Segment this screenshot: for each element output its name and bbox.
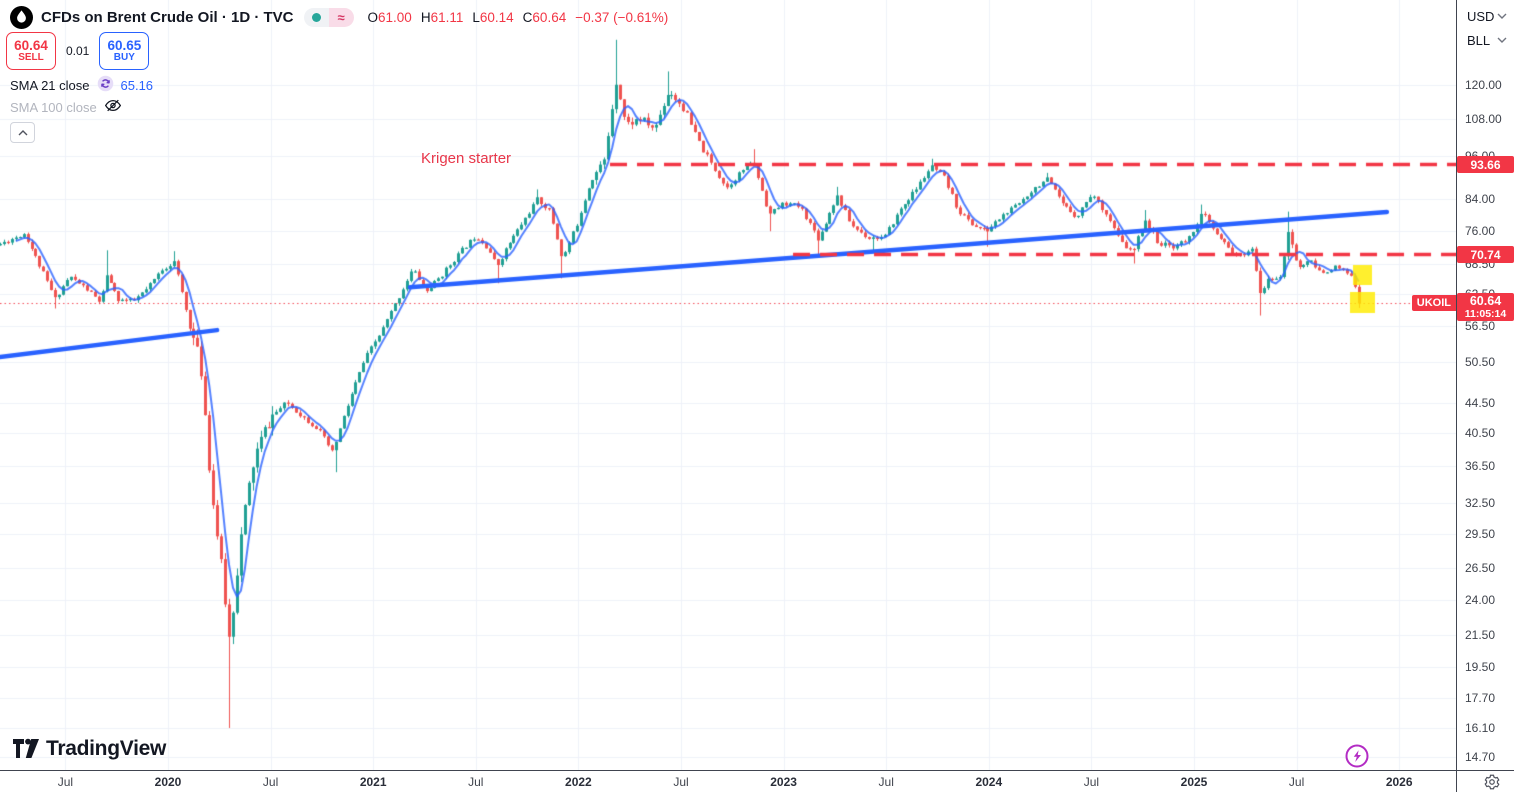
high-value: 61.11: [430, 10, 464, 25]
time-axis[interactable]: Jul 2020 Jul 2021 Jul 2022 Jul 2023 Jul 2024 Jul 20…: [0, 771, 1514, 792]
time-axis-border: [0, 770, 1514, 771]
buy-button[interactable]: 60.65 BUY: [99, 32, 150, 70]
symbol-header: CFDs on Brent Crude Oil · 1D · TVC ≈ O61…: [10, 6, 668, 29]
tradingview-logo[interactable]: TradingView: [12, 736, 166, 762]
time-tick-label: 2026: [1385, 775, 1413, 789]
price-tick-label: 21.50: [1465, 628, 1496, 643]
time-tick-label: Jul: [1288, 775, 1305, 789]
price-tick-label: 76.00: [1465, 224, 1496, 239]
time-tick-label: 2020: [154, 775, 182, 789]
annotation-text-krigen-starter[interactable]: Krigen starter: [421, 150, 512, 168]
ohlc-values: O61.00 H61.11 L60.14 C60.64 −0.37 (−0.61…: [367, 10, 669, 25]
market-status-pills[interactable]: ≈: [303, 8, 354, 27]
indicator-row-sma21[interactable]: SMA 21 close 65.16: [10, 75, 153, 95]
price-axis-border: [1456, 0, 1457, 792]
price-chart-canvas[interactable]: [0, 0, 1456, 770]
price-tick-label: 36.50: [1465, 458, 1496, 473]
bar-countdown: 11:05:14: [1464, 307, 1507, 320]
chevron-down-icon: [1497, 37, 1507, 43]
time-tick-label: Jul: [878, 775, 894, 789]
chevron-up-icon: [18, 129, 27, 135]
chart-pane: CFDs on Brent Crude Oil · 1D · TVC ≈ O61…: [0, 0, 1456, 770]
tradingview-glyph-icon: [13, 738, 39, 758]
collapse-legend-button[interactable]: [10, 122, 35, 143]
time-tick-label: 2023: [770, 775, 797, 789]
time-tick-label: 2021: [359, 775, 387, 789]
price-tick-label: 19.50: [1465, 659, 1496, 674]
lightning-icon: [1345, 744, 1369, 768]
brent-oil-logo-icon: [10, 6, 33, 29]
level-price-label[interactable]: 70.74: [1457, 246, 1514, 264]
symbol-price-label: UKOIL: [1411, 295, 1456, 312]
time-tick-label: 2025: [1180, 775, 1208, 789]
change-value: −0.37 (−0.61%): [575, 10, 669, 25]
price-tick-label: 29.50: [1465, 527, 1496, 542]
time-tick-label: Jul: [1083, 775, 1100, 789]
market-open-dot-icon: [303, 8, 329, 27]
price-tick-label: 24.00: [1465, 593, 1496, 608]
delayed-data-icon: ≈: [328, 8, 354, 27]
price-axis[interactable]: USD BLL 120.00108.0096.0084.0076.0068.50…: [1457, 0, 1514, 770]
currency-selector[interactable]: USD: [1457, 4, 1514, 28]
price-tick-label: 108.00: [1465, 111, 1502, 126]
symbol-title[interactable]: CFDs on Brent Crude Oil · 1D · TVC: [41, 9, 294, 26]
close-value: 60.64: [532, 10, 567, 25]
sma100-label: SMA 100 close: [10, 99, 97, 115]
unit-selector[interactable]: BLL: [1457, 28, 1514, 52]
price-tick-label: 120.00: [1465, 78, 1502, 92]
price-tick-label: 32.50: [1465, 496, 1496, 511]
time-tick-label: Jul: [262, 775, 279, 789]
sell-button[interactable]: 60.64 SELL: [6, 32, 56, 70]
price-tick-label: 44.50: [1465, 395, 1496, 410]
level-price-label[interactable]: 93.66: [1457, 156, 1514, 174]
low-value: 60.14: [479, 10, 514, 25]
spread-value: 0.01: [66, 44, 90, 58]
indicator-row-sma100[interactable]: SMA 100 close: [10, 98, 122, 116]
price-tick-label: 26.50: [1465, 561, 1496, 576]
price-tick-label: 84.00: [1465, 192, 1496, 207]
time-tick-label: 2024: [975, 775, 1003, 789]
price-tick-label: 50.50: [1465, 355, 1496, 370]
time-tick-label: Jul: [468, 775, 484, 789]
time-tick-label: Jul: [57, 775, 74, 789]
trade-panel: 60.64 SELL 0.01 60.65 BUY: [6, 32, 150, 70]
sma21-value: 65.16: [120, 77, 154, 93]
price-tick-label: 17.70: [1465, 690, 1496, 705]
price-tick-label: 14.70: [1465, 750, 1496, 765]
price-tick-label: 40.50: [1465, 425, 1496, 440]
tradingview-wordmark: TradingView: [46, 737, 167, 760]
sma21-label: SMA 21 close: [10, 77, 90, 93]
axis-settings-gear-icon[interactable]: [1483, 773, 1501, 791]
eye-hidden-icon[interactable]: [104, 98, 122, 116]
price-tick-label: 16.10: [1465, 720, 1496, 735]
flash-boost-button[interactable]: [1344, 743, 1370, 769]
time-tick-label: 2022: [565, 775, 592, 789]
open-value: 61.00: [378, 10, 412, 25]
last-price-badge: 60.64 11:05:14: [1457, 293, 1514, 322]
time-tick-label: Jul: [673, 775, 689, 789]
loading-sync-icon: [97, 75, 114, 95]
price-tick-label: 56.50: [1465, 319, 1496, 334]
chevron-down-icon: [1497, 13, 1507, 19]
